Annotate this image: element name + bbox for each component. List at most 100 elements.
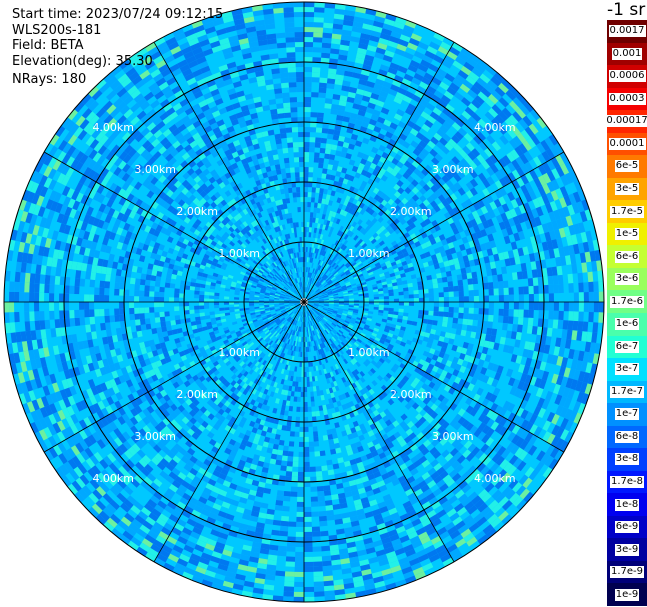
field-cell	[323, 303, 329, 305]
field-cell	[394, 247, 402, 253]
field-cell	[343, 278, 349, 283]
field-cell	[289, 431, 295, 437]
field-cell	[265, 330, 271, 336]
field-cell	[234, 259, 241, 265]
field-cell	[242, 357, 249, 364]
field-cell	[296, 87, 304, 93]
field-cell	[191, 324, 198, 330]
field-cell	[353, 275, 359, 280]
field-cell	[301, 371, 304, 377]
field-cell	[344, 228, 350, 235]
field-cell	[291, 313, 296, 319]
field-cell	[330, 392, 335, 399]
field-cell	[311, 511, 319, 517]
field-cell	[242, 382, 249, 390]
field-cell	[379, 225, 386, 232]
field-cell	[205, 262, 212, 268]
field-cell	[257, 195, 263, 202]
field-cell	[325, 509, 334, 516]
field-cell	[291, 307, 296, 311]
field-cell	[333, 217, 338, 224]
field-cell	[325, 143, 332, 150]
field-cell	[314, 253, 318, 259]
field-cell	[518, 294, 524, 302]
field-cell	[285, 385, 290, 391]
field-cell	[144, 318, 151, 325]
field-cell	[292, 192, 297, 198]
field-cell	[307, 272, 310, 278]
field-cell	[341, 274, 347, 279]
field-cell	[323, 300, 329, 302]
field-cell	[316, 282, 321, 288]
field-cell	[297, 282, 300, 288]
field-cell	[321, 363, 326, 370]
field-cell	[259, 297, 265, 300]
field-cell	[318, 87, 327, 94]
field-cell	[388, 307, 394, 312]
field-cell	[304, 97, 312, 103]
field-cell	[315, 365, 319, 371]
field-cell	[311, 376, 316, 382]
field-cell	[295, 304, 301, 309]
field-cell	[357, 352, 364, 358]
field-cell	[275, 308, 281, 312]
field-cell	[403, 312, 409, 317]
field-cell	[240, 229, 247, 236]
field-cell	[200, 350, 207, 356]
field-cell	[206, 259, 213, 265]
field-cell	[283, 102, 291, 109]
field-cell	[306, 316, 308, 322]
field-cell	[367, 339, 374, 345]
field-cell	[337, 344, 343, 350]
field-cell	[355, 200, 362, 207]
field-cell	[308, 267, 311, 273]
field-cell	[341, 325, 347, 330]
field-cell	[297, 346, 300, 352]
field-cell	[288, 405, 294, 412]
field-cell	[269, 319, 275, 324]
field-cell	[316, 290, 321, 294]
field-cell	[259, 268, 265, 273]
field-cell	[233, 382, 240, 389]
field-cell	[312, 67, 321, 73]
field-cell	[267, 345, 272, 351]
field-cell	[275, 291, 281, 295]
field-cell	[249, 363, 255, 369]
field-cell	[393, 298, 399, 302]
field-cell	[367, 271, 374, 276]
field-cell	[342, 340, 348, 346]
field-cell	[294, 300, 300, 302]
field-cell	[323, 409, 328, 416]
field-cell	[264, 225, 269, 232]
field-cell	[315, 264, 319, 270]
field-cell	[299, 311, 302, 317]
field-cell	[323, 414, 329, 421]
field-cell	[339, 187, 346, 194]
field-cell	[257, 212, 263, 219]
field-cell	[209, 252, 216, 259]
field-cell	[285, 172, 291, 179]
field-cell	[308, 299, 314, 302]
field-cell	[269, 294, 275, 297]
field-cell	[333, 380, 338, 387]
field-cell	[346, 335, 352, 341]
field-cell	[274, 294, 280, 297]
field-cell	[179, 293, 185, 298]
field-cell	[236, 280, 243, 285]
field-cell	[332, 270, 338, 276]
field-cell	[352, 273, 358, 278]
field-cell	[99, 280, 106, 289]
field-cell	[400, 326, 406, 331]
field-cell	[313, 330, 316, 336]
field-cell	[290, 391, 295, 397]
field-cell	[318, 314, 324, 319]
field-cell	[304, 142, 310, 148]
field-cell	[333, 297, 339, 299]
field-cell	[244, 238, 251, 245]
field-cell	[348, 354, 355, 360]
field-cell	[89, 316, 96, 325]
field-cell	[365, 206, 372, 214]
field-cell	[532, 277, 539, 286]
field-cell	[273, 331, 279, 337]
